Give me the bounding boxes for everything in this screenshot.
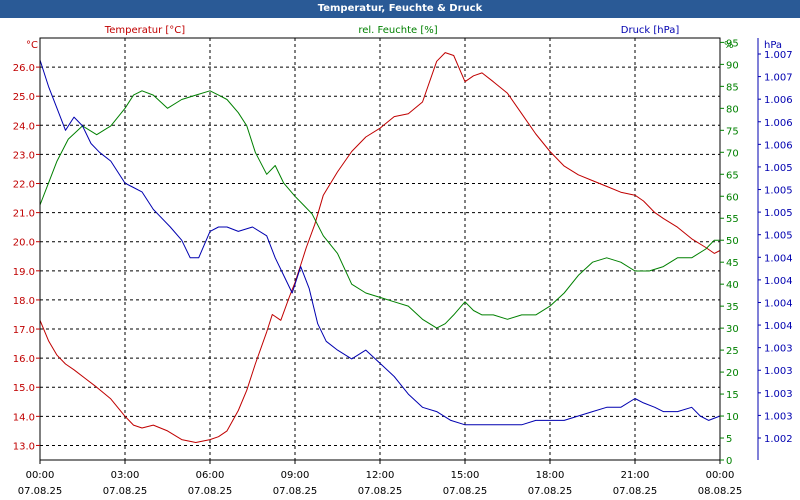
pressure-tick-label: 1.006 <box>764 95 793 106</box>
pressure-tick-label: 1.002 <box>764 434 793 445</box>
pressure-tick-label: 1.006 <box>764 140 793 151</box>
x-tick-time: 21:00 <box>621 470 650 481</box>
pressure-tick-label: 1.003 <box>764 344 793 355</box>
pressure-tick-label: 1.007 <box>764 73 793 84</box>
pressure-tick-label: 1.004 <box>764 321 793 332</box>
temperature-tick-label: 15.0 <box>13 383 35 394</box>
temperature-series-line <box>39 52 721 443</box>
humidity-tick-label: 30 <box>726 324 739 335</box>
temperature-axis-label: Temperatur [°C] <box>104 25 185 36</box>
humidity-tick-label: 40 <box>726 280 739 291</box>
pressure-tick-label: 1.004 <box>764 298 793 309</box>
pressure-tick-label: 1.003 <box>764 389 793 400</box>
temperature-tick-label: 21.0 <box>13 209 35 220</box>
temperature-tick-label: 19.0 <box>13 267 35 278</box>
humidity-tick-label: 55 <box>726 214 739 225</box>
humidity-tick-label: 35 <box>726 302 739 313</box>
x-tick-date: 07.08.25 <box>103 486 148 497</box>
pressure-tick-label: 1.003 <box>764 411 793 422</box>
pressure-unit: hPa <box>764 40 782 51</box>
temperature-unit: °C <box>26 40 38 51</box>
chart: Temperatur [°C] rel. Feuchte [%] Druck [… <box>13 25 793 497</box>
x-tick-time: 03:00 <box>111 470 140 481</box>
pressure-tick-label: 1.005 <box>764 208 793 219</box>
plot-series <box>39 52 721 443</box>
axis-labels: Temperatur [°C] rel. Feuchte [%] Druck [… <box>26 25 782 51</box>
grid-lines <box>40 38 720 460</box>
x-tick-date: 07.08.25 <box>613 486 658 497</box>
temperature-tick-label: 22.0 <box>13 180 35 191</box>
x-tick-date: 08.08.25 <box>698 486 743 497</box>
x-tick-time: 00:00 <box>26 470 55 481</box>
x-tick-time: 09:00 <box>281 470 310 481</box>
x-tick-time: 12:00 <box>366 470 395 481</box>
x-tick-date: 07.08.25 <box>443 486 488 497</box>
humidity-tick-label: 50 <box>726 236 739 247</box>
humidity-tick-label: 5 <box>726 434 732 445</box>
x-tick-time: 06:00 <box>196 470 225 481</box>
temperature-tick-label: 24.0 <box>13 121 35 132</box>
x-tick-date: 07.08.25 <box>528 486 573 497</box>
humidity-axis-label: rel. Feuchte [%] <box>358 25 437 36</box>
pressure-tick-label: 1.005 <box>764 231 793 242</box>
pressure-tick-label: 1.005 <box>764 186 793 197</box>
window-title: Temperatur, Feuchte & Druck <box>0 0 800 18</box>
pressure-axis-label: Druck [hPa] <box>621 25 680 36</box>
pressure-tick-label: 1.006 <box>764 118 793 129</box>
humidity-tick-label: 95 <box>726 38 739 49</box>
pressure-tick-label: 1.003 <box>764 366 793 377</box>
humidity-tick-label: 75 <box>726 126 739 137</box>
tick-labels: 00:00 07.08.25 03:00 07.08.25 06:00 07.08.25 0… <box>13 38 793 497</box>
temperature-tick-label: 23.0 <box>13 150 35 161</box>
humidity-tick-label: 15 <box>726 390 739 401</box>
temperature-tick-label: 20.0 <box>13 238 35 249</box>
temperature-tick-label: 14.0 <box>13 412 35 423</box>
pressure-tick-label: 1.004 <box>764 276 793 287</box>
humidity-series-line <box>39 90 720 329</box>
pressure-series-line <box>39 59 721 426</box>
pressure-tick-label: 1.007 <box>764 50 793 61</box>
humidity-tick-label: 20 <box>726 368 739 379</box>
pressure-tick-label: 1.004 <box>764 253 793 264</box>
x-tick-time: 18:00 <box>536 470 565 481</box>
temperature-tick-label: 18.0 <box>13 296 35 307</box>
humidity-tick-label: 90 <box>726 60 739 71</box>
x-tick-time: 15:00 <box>451 470 480 481</box>
humidity-tick-label: 60 <box>726 192 739 203</box>
temperature-tick-label: 16.0 <box>13 354 35 365</box>
humidity-tick-label: 25 <box>726 346 739 357</box>
humidity-tick-label: 45 <box>726 258 739 269</box>
humidity-tick-label: 70 <box>726 148 739 159</box>
x-tick-time: 00:00 <box>706 470 735 481</box>
x-tick-date: 07.08.25 <box>358 486 403 497</box>
x-tick-date: 07.08.25 <box>18 486 63 497</box>
humidity-tick-label: 10 <box>726 412 739 423</box>
pressure-tick-label: 1.005 <box>764 163 793 174</box>
x-tick-date: 07.08.25 <box>188 486 233 497</box>
temperature-tick-label: 17.0 <box>13 325 35 336</box>
humidity-tick-label: 0 <box>726 456 732 467</box>
x-tick-date: 07.08.25 <box>273 486 318 497</box>
humidity-tick-label: 80 <box>726 104 739 115</box>
temperature-tick-label: 26.0 <box>13 63 35 74</box>
humidity-tick-label: 85 <box>726 82 739 93</box>
temperature-tick-label: 13.0 <box>13 441 35 452</box>
humidity-unit: % <box>724 40 734 51</box>
humidity-tick-label: 65 <box>726 170 739 181</box>
temperature-tick-label: 25.0 <box>13 92 35 103</box>
